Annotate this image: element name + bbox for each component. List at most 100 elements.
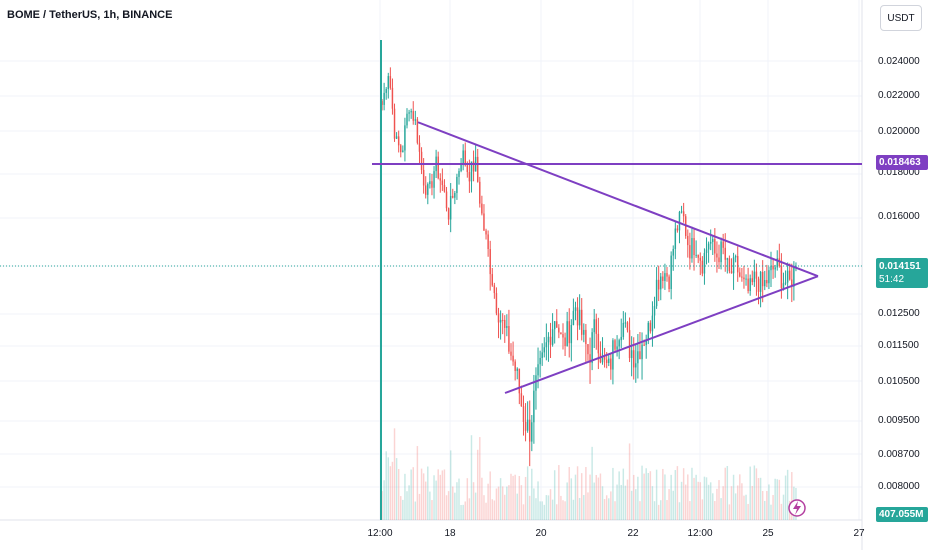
volume-bar (437, 469, 439, 520)
candle-body (533, 390, 535, 423)
candle-body (753, 271, 756, 283)
candle-body (441, 180, 444, 186)
price-label: 0.010500 (878, 376, 920, 387)
volume-bar (568, 467, 570, 520)
candle-body (464, 150, 466, 166)
candle-body (522, 406, 525, 422)
candle-body (774, 267, 776, 270)
volume-bar (774, 478, 776, 520)
candle-body (676, 228, 679, 231)
volume-bar (391, 461, 394, 520)
candle-body (491, 274, 494, 286)
volume-bar (591, 446, 593, 520)
volume-bar (531, 468, 533, 520)
volume-bar (510, 473, 512, 520)
candle-body (589, 354, 591, 363)
candle-body (462, 150, 464, 165)
volume-bar (734, 493, 737, 520)
volume-bar (722, 486, 724, 520)
candle-body (786, 270, 789, 283)
candle-body (499, 319, 502, 323)
candle-body (580, 309, 583, 335)
candle-body (622, 322, 625, 337)
volume-bar (766, 490, 768, 520)
candle-body (400, 145, 402, 153)
volume-bar (637, 476, 639, 520)
candle-body (793, 267, 795, 287)
candle-body (408, 112, 410, 114)
volume-bar (487, 483, 489, 520)
price-label: 0.018000 (878, 167, 920, 178)
candle-body (510, 351, 512, 356)
candle-body (612, 340, 614, 370)
candle-body (410, 111, 412, 113)
candle-body (666, 273, 668, 277)
volume-bar (520, 485, 523, 520)
volume-bar (472, 482, 475, 520)
volume-bar (420, 468, 423, 520)
candle-body (549, 336, 552, 345)
volume-bar (786, 469, 789, 520)
volume-bar (641, 465, 643, 520)
volume-bar (662, 468, 664, 520)
volume-bar (651, 486, 654, 520)
candle-body (635, 363, 637, 368)
volume-bar (616, 484, 618, 520)
candle-body (560, 332, 562, 335)
candle-body (514, 361, 516, 371)
candle-body (424, 185, 427, 195)
volume-bar (439, 474, 442, 520)
candle-body (535, 375, 537, 391)
volume-bar (545, 495, 548, 520)
candle-body (701, 260, 704, 274)
currency-selector-button[interactable]: USDT (880, 5, 922, 31)
volume-bar (630, 490, 633, 520)
candle-body (541, 352, 543, 358)
candle-body (770, 265, 772, 271)
volume-bar (397, 468, 400, 520)
volume-bar (780, 503, 783, 520)
candle-body (695, 254, 697, 256)
price-label: 0.016000 (878, 211, 920, 222)
volume-bar (593, 482, 595, 520)
candle-body (472, 161, 475, 172)
volume-bar (689, 501, 691, 520)
volume-bar (454, 492, 456, 520)
triangle-upper-line (417, 121, 819, 278)
candle-body (504, 319, 506, 328)
candle-body (591, 332, 593, 363)
volume-bar (491, 499, 494, 520)
volume-bar (551, 499, 554, 520)
candle-body (595, 319, 598, 334)
candle-body (724, 247, 726, 260)
candle-body (389, 76, 392, 88)
candle-body (624, 322, 627, 324)
candle-body (670, 255, 672, 290)
candle-body (393, 108, 396, 139)
candle-body (568, 321, 570, 344)
volume-bar (541, 501, 543, 520)
volume-bar (622, 468, 625, 520)
volume-bar (632, 474, 635, 520)
time-label: 22 (627, 528, 639, 539)
volume-bar (684, 484, 687, 520)
volume-bar (747, 503, 749, 520)
volume-bar (556, 504, 558, 520)
candle-body (764, 280, 766, 287)
candle-body (564, 337, 566, 347)
candle-body (603, 357, 606, 360)
volume-bar (732, 474, 735, 520)
candle-body (637, 351, 639, 364)
price-label: 0.008700 (878, 449, 920, 460)
candle-body (649, 322, 652, 332)
volume-bar (657, 504, 660, 520)
volume-bar (464, 501, 466, 520)
volume-bar (784, 475, 787, 520)
volume-bar (508, 485, 510, 520)
volume-bar (712, 493, 714, 520)
candle-body (439, 178, 442, 181)
volume-bar (587, 492, 589, 520)
volume-bar (443, 469, 446, 520)
volume-bar (705, 477, 708, 520)
